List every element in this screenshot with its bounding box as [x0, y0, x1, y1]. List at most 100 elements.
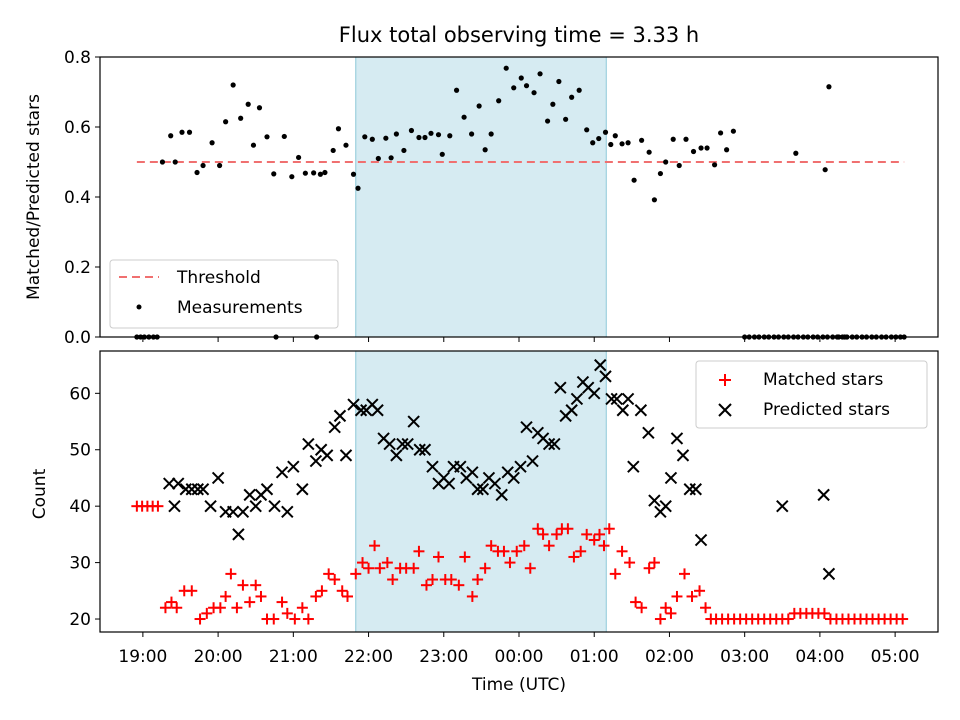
measurement-point: [488, 131, 494, 137]
matched-star-point: [537, 528, 549, 540]
measurement-point: [350, 171, 357, 177]
matched-star-point: [255, 590, 267, 602]
matched-star-point: [636, 602, 648, 614]
measurement-point: [523, 83, 530, 89]
matched-star-point: [472, 574, 484, 586]
bottom-y-axis-label: Count: [30, 468, 50, 519]
matched-star-point: [648, 557, 660, 569]
predicted-star-point: [526, 454, 539, 468]
measurement-point: [670, 136, 676, 142]
measurement-point: [511, 85, 517, 91]
measurement-point: [245, 101, 251, 107]
xtick-label: 02:00: [645, 647, 694, 667]
matched-star-point: [341, 590, 353, 602]
xtick-label: 00:00: [495, 647, 544, 667]
top-ytick-label: 0.6: [64, 118, 91, 138]
measurement-point: [584, 127, 590, 133]
matched-star-point: [575, 545, 587, 557]
predicted-star-point: [495, 488, 508, 502]
measurement-point: [317, 171, 324, 177]
predicted-star-point: [514, 460, 527, 473]
measurement-point: [343, 142, 349, 148]
matched-star-point: [296, 602, 308, 614]
predicted-star-point: [454, 460, 467, 473]
measurement-point: [335, 126, 342, 132]
measurement-point: [311, 170, 317, 176]
measurement-point: [383, 135, 389, 141]
matched-star-point: [220, 590, 232, 602]
matched-star-point: [453, 579, 465, 591]
predicted-star-point: [664, 471, 678, 485]
matched-star-point: [302, 613, 314, 625]
matched-star-point: [593, 528, 605, 540]
matched-star-point: [374, 562, 386, 574]
matched-star-point: [543, 540, 555, 552]
matched-star-point: [897, 613, 909, 625]
predicted-star-point: [627, 460, 640, 473]
bottom-panel: 20 30 40 50 60 19:00 20:00 21:00 22:00 23:00 00:0…: [30, 350, 939, 695]
matched-star-point: [329, 574, 341, 586]
measurement-point: [608, 141, 614, 148]
measurement-point: [428, 130, 434, 136]
matched-star-point: [518, 540, 530, 552]
matched-star-point: [171, 602, 183, 614]
measurement-point: [281, 133, 287, 140]
matched-star-point: [281, 607, 293, 619]
matched-star-point: [268, 613, 280, 625]
legend-measurements-label: Measurements: [177, 298, 303, 318]
predicted-star-point: [191, 483, 204, 496]
measurement-point: [302, 170, 308, 176]
xtick-label: 20:00: [194, 647, 243, 667]
predicted-star-point: [413, 443, 426, 456]
predicted-star-point: [621, 392, 635, 406]
measurement-point: [730, 128, 736, 134]
predicted-star-point: [226, 505, 240, 519]
matched-star-point: [686, 590, 698, 602]
measurement-point: [576, 87, 582, 93]
matched-star-point: [276, 596, 288, 608]
x-axis-label: Time (UTC): [471, 675, 566, 695]
top-legend: Threshold Measurements: [109, 259, 339, 329]
measurement-point: [355, 185, 361, 191]
measurement-point: [793, 150, 799, 156]
top-ytick-label: 0.0: [64, 328, 91, 348]
observing-window-shading: [355, 56, 607, 338]
matched-star-point: [323, 568, 335, 580]
matched-star-point: [357, 557, 369, 569]
matched-star-point: [524, 562, 536, 574]
xtick-label: 21:00: [269, 647, 318, 667]
measurement-point: [476, 103, 482, 109]
legend-predicted-label: Predicted stars: [763, 400, 890, 420]
measurement-point: [375, 155, 381, 162]
matched-star-point: [152, 500, 164, 512]
matched-star-point: [818, 607, 830, 619]
predicted-star-point: [776, 499, 789, 513]
predicted-star-point: [659, 499, 672, 513]
measurement-point: [544, 118, 551, 124]
matched-star-point: [381, 557, 393, 569]
matched-star-point: [214, 602, 226, 614]
measurement-point: [822, 167, 828, 173]
legend-matched-label: Matched stars: [763, 370, 883, 390]
measurement-point: [718, 130, 724, 136]
measurement-point: [422, 134, 428, 141]
predicted-star-point: [694, 533, 708, 547]
matched-star-point: [609, 568, 621, 580]
measurement-point: [271, 171, 277, 177]
predicted-star-point: [471, 483, 484, 496]
measurement-point: [168, 133, 174, 139]
measurement-point: [217, 162, 223, 169]
measurement-point: [518, 75, 524, 81]
predicted-star-point: [401, 437, 414, 451]
predicted-star-point: [610, 392, 623, 406]
matched-star-point: [316, 585, 328, 597]
measurement-point: [590, 140, 596, 146]
predicted-star-point: [476, 483, 490, 496]
matched-star-point: [551, 528, 563, 540]
predicted-star-point: [296, 483, 309, 496]
measurement-point: [704, 145, 710, 151]
measurement-point: [826, 84, 832, 90]
measurement-point: [289, 174, 295, 180]
predicted-star-point: [328, 420, 341, 434]
